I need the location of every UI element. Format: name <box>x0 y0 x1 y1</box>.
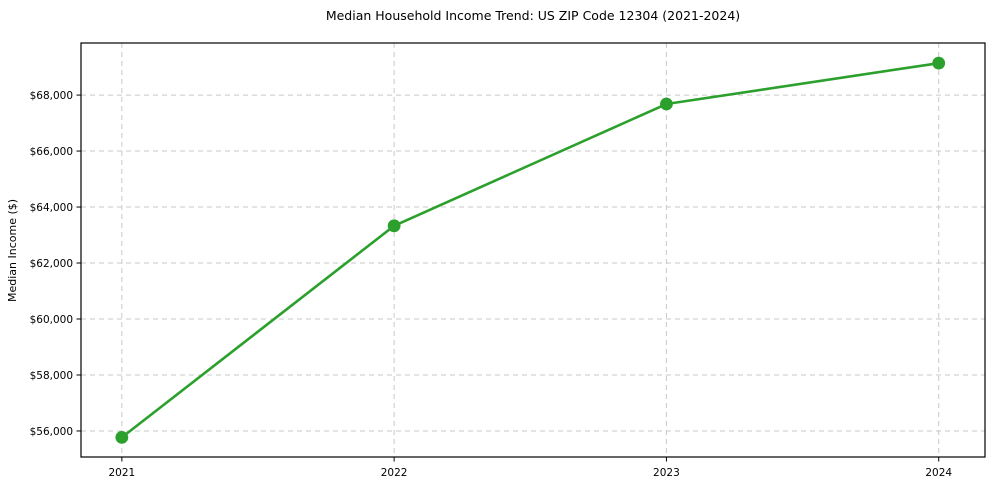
plot-border <box>80 42 986 458</box>
y-tick-label: $68,000 <box>30 90 73 102</box>
y-axis-label: Median Income ($) <box>6 198 19 302</box>
y-tick-label: $60,000 <box>30 314 73 326</box>
x-tick-label: 2021 <box>108 467 135 479</box>
y-tick-label: $66,000 <box>30 146 73 158</box>
x-tick-label: 2024 <box>925 467 952 479</box>
income-trend-line <box>120 61 941 439</box>
x-tick-label: 2022 <box>381 467 408 479</box>
y-tick-label: $64,000 <box>30 202 73 214</box>
data-point-2023 <box>660 97 673 111</box>
x-tick-label: 2023 <box>653 467 680 479</box>
chart-title: Median Household Income Trend: US ZIP Co… <box>325 8 741 23</box>
y-tick-label: $62,000 <box>30 258 73 270</box>
data-point-2021 <box>115 431 129 444</box>
y-tick-label: $58,000 <box>30 370 73 382</box>
data-point-2022 <box>387 219 401 233</box>
y-tick-label: $56,000 <box>30 426 73 438</box>
data-point-2024 <box>932 56 946 70</box>
